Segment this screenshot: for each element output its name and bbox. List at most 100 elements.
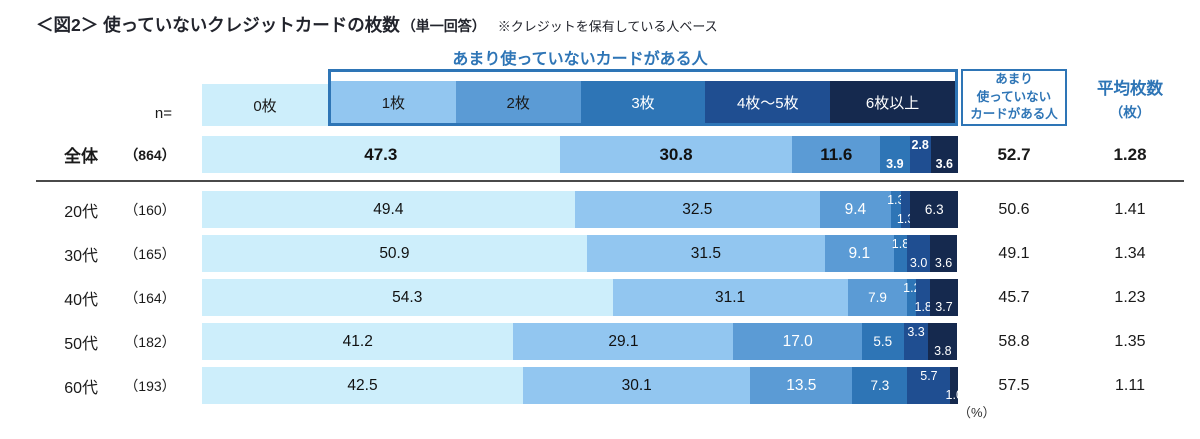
bar-segment-3: 1.3 <box>887 191 904 228</box>
row-label: 60代 <box>64 379 98 397</box>
segment-value: 9.1 <box>848 244 871 262</box>
unused-group-box: 1枚 2枚 3枚 4枚～5枚 6枚以上 <box>328 69 958 126</box>
bar-segment-3: 5.5 <box>861 323 904 360</box>
segment-value: 1.0 <box>945 388 963 402</box>
segment-value: 1.2 <box>903 281 921 295</box>
segment-value: 30.8 <box>659 144 693 164</box>
legend-cell-0: 0枚 <box>202 84 328 126</box>
bar-segment-2: 9.1 <box>824 235 894 272</box>
avg-value: 1.41 <box>1114 200 1146 218</box>
unused-col-header-line: 使っていない <box>976 89 1052 104</box>
chart-row-0: 全体 （864） 47.3 30.8 11.6 3.9 2.8 3.6 52.7 1.28 <box>36 136 1200 173</box>
title-sub: （単一回答） <box>401 18 486 34</box>
bar-segment-0: 42.5 <box>202 367 523 404</box>
avg-col-header: 平均枚数 （枚） <box>1070 75 1190 121</box>
row-n: （182） <box>124 333 176 350</box>
legend-row: n= あまり使っていないカードがある人 0枚 1枚 2枚 3枚 4枚～5枚 6枚以上 あま… <box>36 51 1200 126</box>
segment-value: 30.1 <box>621 376 652 394</box>
segment-value: 31.5 <box>690 244 721 262</box>
bar-segment-2: 13.5 <box>750 367 853 404</box>
segment-value: 47.3 <box>364 144 398 164</box>
segment-value: 7.9 <box>868 290 887 305</box>
row-label: 50代 <box>64 335 98 353</box>
chart-row-1: 20代 （160） 49.4 32.5 9.4 1.3 1.3 6.3 50.6 1.41 <box>36 191 1200 228</box>
bar-segment-3: 1.2 <box>903 279 921 316</box>
legend-cell-5: 6枚以上 <box>830 81 955 123</box>
segment-value: 31.1 <box>714 288 746 306</box>
segment-value: 2.8 <box>911 138 929 152</box>
unused-total-value: 52.7 <box>997 144 1031 164</box>
unused-col-header-line: あまり <box>995 72 1033 87</box>
bar-segment-1: 32.5 <box>574 191 820 228</box>
row-label: 30代 <box>64 247 98 265</box>
bar-segment-1: 29.1 <box>513 323 734 360</box>
segment-value: 3.9 <box>886 157 904 171</box>
segment-value: 1.3 <box>896 212 915 226</box>
row-label: 20代 <box>64 203 98 221</box>
title-main: ＜図2＞ 使っていないクレジットカードの枚数 <box>36 15 400 35</box>
row-n: （864） <box>124 146 176 163</box>
total-separator <box>36 180 1184 182</box>
bar-segment-4: 5.7 <box>907 367 951 404</box>
stacked-bar: 54.3 31.1 7.9 1.2 1.8 3.7 <box>202 279 958 316</box>
row-label: 全体 <box>64 147 98 166</box>
segment-value: 29.1 <box>608 332 639 350</box>
segment-value: 3.6 <box>934 256 953 270</box>
bar-segment-2: 11.6 <box>792 136 881 173</box>
bar-area: 41.2 29.1 17.0 5.5 3.3 3.8 <box>202 323 958 360</box>
segment-value: 41.2 <box>342 332 373 350</box>
bar-segment-3: 1.8 <box>892 235 909 272</box>
avg-col-header-line: 平均枚数 <box>1097 79 1163 98</box>
bar-segment-1: 30.1 <box>523 367 751 404</box>
unused-total-value: 49.1 <box>998 244 1030 262</box>
bar-segment-4: 1.8 <box>914 279 932 316</box>
bar-segment-1: 31.5 <box>586 235 825 272</box>
bar-segment-0: 41.2 <box>202 323 514 360</box>
bar-segment-0: 54.3 <box>202 279 613 316</box>
segment-value: 11.6 <box>820 144 853 164</box>
chart-row-4: 50代 （182） 41.2 29.1 17.0 5.5 3.3 3.8 58.8 1.35 <box>36 323 1200 360</box>
stacked-bar: 49.4 32.5 9.4 1.3 1.3 6.3 <box>202 191 958 228</box>
unused-group-title: あまり使っていないカードがある人 <box>452 51 708 68</box>
bar-segment-5: 3.6 <box>930 136 958 173</box>
chart-area: n= あまり使っていないカードがある人 0枚 1枚 2枚 3枚 4枚～5枚 6枚以上 あま… <box>0 51 1200 404</box>
bar-segment-5: 3.8 <box>928 323 958 360</box>
legend-cell-1: 1枚 <box>331 81 456 123</box>
segment-value: 42.5 <box>347 376 378 394</box>
page-title: ＜図2＞ 使っていないクレジットカードの枚数 （単一回答） ※クレジットを保有し… <box>0 0 1200 37</box>
bar-area: 49.4 32.5 9.4 1.3 1.3 6.3 <box>202 191 958 228</box>
bar-segment-5: 1.0 <box>946 367 963 404</box>
segment-value: 3.6 <box>935 157 954 171</box>
segment-value: 6.3 <box>924 202 944 217</box>
unused-col-header-line: カードがある人 <box>970 107 1058 122</box>
segment-value: 7.3 <box>870 378 890 393</box>
bar-area: 47.3 30.8 11.6 3.9 2.8 3.6 <box>202 136 958 173</box>
legend-bar-area: あまり使っていないカードがある人 0枚 1枚 2枚 3枚 4枚～5枚 6枚以上 <box>202 51 958 126</box>
legend-cell-2: 2枚 <box>455 81 581 123</box>
bar-segment-5: 6.3 <box>910 191 958 228</box>
bar-segment-0: 50.9 <box>202 235 587 272</box>
segment-value: 3.3 <box>907 325 925 339</box>
segment-value: 49.4 <box>373 200 404 218</box>
segment-value: 3.7 <box>935 300 953 314</box>
percent-unit-label: （%） <box>958 405 996 420</box>
segment-value: 3.8 <box>934 344 952 358</box>
bar-segment-4: 2.8 <box>909 136 931 173</box>
segment-value: 5.7 <box>920 369 938 383</box>
legend-cells: 0枚 1枚 2枚 3枚 4枚～5枚 6枚以上 <box>202 69 958 126</box>
segment-value: 13.5 <box>786 376 817 394</box>
bar-segment-5: 3.7 <box>929 279 958 316</box>
stacked-bar: 47.3 30.8 11.6 3.9 2.8 3.6 <box>202 136 958 173</box>
row-n: （164） <box>124 289 176 306</box>
segment-value: 54.3 <box>392 288 423 306</box>
bar-segment-4: 3.0 <box>907 235 930 272</box>
avg-value: 1.28 <box>1113 144 1147 164</box>
segment-value: 17.0 <box>782 332 813 350</box>
bar-segment-4: 1.3 <box>897 191 914 228</box>
segment-value: 50.9 <box>379 244 410 262</box>
bar-segment-0: 49.4 <box>202 191 575 228</box>
avg-value: 1.35 <box>1114 332 1146 350</box>
unused-col-header-wrap: あまり 使っていない カードがある人 <box>958 69 1070 126</box>
stacked-bar: 41.2 29.1 17.0 5.5 3.3 3.8 <box>202 323 958 360</box>
bar-segment-0: 47.3 <box>202 136 560 173</box>
